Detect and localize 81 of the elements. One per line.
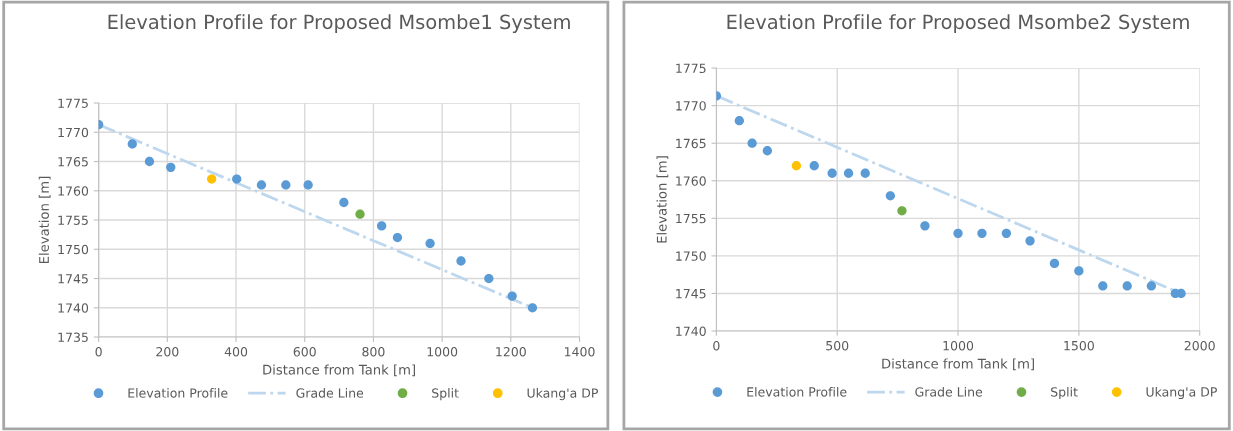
- legend-label: Ukang'a DP: [527, 388, 598, 401]
- point: [1098, 281, 1108, 291]
- legend-label: Ukang'a DP: [1146, 386, 1217, 400]
- point: [1049, 258, 1060, 269]
- chart-title: Elevation Profile for Proposed Msombe2 System: [727, 14, 1189, 33]
- point: [843, 168, 854, 178]
- legend-label: Grade Line: [296, 388, 364, 398]
- point: [1025, 236, 1035, 246]
- y-tick-label: 1735: [58, 332, 88, 342]
- y-tick-label: 1745: [676, 289, 706, 299]
- y-tick-label: 1750: [58, 244, 89, 255]
- x-tick-label: 500: [826, 340, 849, 351]
- y-axis-title: Elevation [m]: [38, 176, 51, 264]
- point: [953, 228, 963, 239]
- x-tick-label: 2000: [1184, 340, 1215, 351]
- y-tick-label: 1750: [676, 251, 706, 261]
- y-tick-label: 1775: [58, 98, 88, 108]
- y-tick-label: 1765: [58, 156, 88, 167]
- x-tick-label: 0: [713, 340, 720, 351]
- y-tick-label: 1745: [58, 274, 88, 284]
- x-tick-label: 600: [293, 346, 316, 357]
- point: [977, 228, 987, 239]
- y-axis-title: Elevation [m]: [656, 156, 669, 243]
- y-tick-label: 1770: [676, 101, 706, 111]
- point: [377, 221, 387, 231]
- point: [1122, 281, 1132, 291]
- point: [747, 138, 757, 148]
- point: [1074, 266, 1084, 276]
- point: [809, 161, 819, 171]
- x-tick-label: 0: [95, 346, 102, 357]
- point: [762, 146, 773, 156]
- x-axis-title: Distance from Tank [m]: [263, 364, 415, 377]
- point: [127, 139, 137, 149]
- point: [860, 168, 870, 178]
- point: [232, 174, 242, 184]
- legend-label: Elevation Profile: [747, 386, 847, 397]
- y-tick-label: 1765: [676, 138, 706, 149]
- point: [303, 180, 313, 190]
- point: [897, 206, 907, 216]
- point: [484, 273, 494, 284]
- legend-label: Elevation Profile: [128, 388, 228, 398]
- chart-title: Elevation Profile for Proposed Msombe1 System: [108, 14, 570, 33]
- point: [425, 238, 435, 249]
- point: [256, 180, 267, 190]
- point: [392, 232, 403, 243]
- y-tick-label: 1755: [58, 215, 88, 225]
- x-tick-label: 200: [156, 346, 179, 357]
- point: [920, 221, 930, 231]
- y-tick-label: 1760: [676, 176, 706, 186]
- point: [734, 116, 744, 126]
- point: [1001, 228, 1012, 239]
- point: [885, 191, 896, 201]
- point: [507, 291, 517, 301]
- y-tick-label: 1755: [676, 213, 706, 224]
- legend-label: Grade Line: [915, 386, 983, 397]
- point: [827, 168, 837, 178]
- x-axis-title: Distance from Tank [m]: [882, 358, 1034, 371]
- point: [339, 197, 349, 208]
- x-tick-label: 1400: [564, 346, 595, 357]
- point: [456, 256, 466, 266]
- point: [206, 174, 217, 184]
- point: [166, 162, 176, 173]
- point: [144, 156, 155, 167]
- x-tick-label: 800: [362, 346, 385, 357]
- y-tick-label: 1740: [676, 326, 706, 336]
- y-tick-label: 1760: [58, 186, 89, 196]
- point: [1146, 281, 1157, 291]
- legend-label: Split: [432, 388, 459, 401]
- y-tick-label: 1775: [676, 63, 706, 74]
- y-tick-label: 1740: [58, 303, 89, 313]
- y-tick-label: 1770: [58, 127, 89, 138]
- point: [791, 161, 802, 171]
- x-tick-label: 1500: [1064, 340, 1094, 351]
- x-tick-label: 1000: [427, 346, 458, 357]
- legend-label: Split: [1051, 386, 1078, 400]
- point: [355, 209, 365, 219]
- x-tick-label: 1000: [943, 340, 974, 351]
- point: [281, 180, 291, 190]
- x-tick-label: 400: [224, 346, 248, 357]
- point: [527, 303, 538, 313]
- x-tick-label: 1200: [496, 346, 526, 357]
